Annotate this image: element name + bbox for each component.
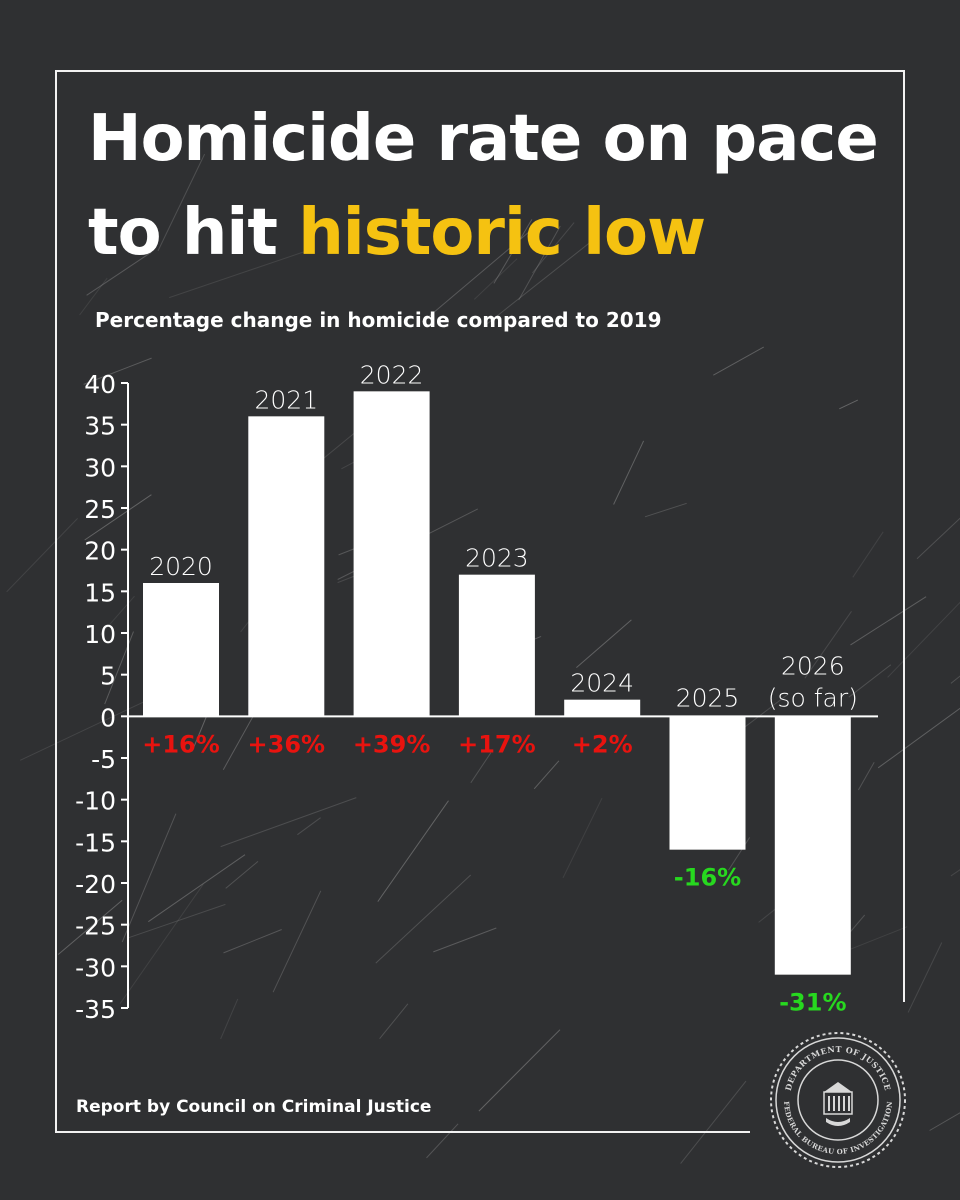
y-tick-label: 30: [84, 453, 116, 482]
y-tick-label: 35: [84, 412, 116, 441]
headline: Homicide rate on pace to hit historic lo…: [88, 92, 888, 280]
y-tick-label: -20: [75, 870, 116, 899]
category-label: 2025: [676, 683, 740, 712]
y-tick-label: 25: [84, 495, 116, 524]
category-label: 2026: [781, 651, 845, 680]
y-tick-label: 40: [84, 370, 116, 399]
y-tick-label: 20: [84, 537, 116, 566]
value-label: +36%: [248, 730, 326, 758]
bar: [353, 391, 430, 717]
chart-title: Percentage change in homicide compared t…: [95, 308, 662, 332]
fbi-seal: DEPARTMENT OF JUSTICE FEDERAL BUREAU OF …: [770, 1032, 906, 1168]
value-label: -31%: [779, 989, 846, 1017]
value-label: +39%: [353, 730, 431, 758]
y-tick-label: -30: [75, 953, 116, 982]
y-tick-label: 5: [100, 662, 116, 691]
bar: [143, 583, 219, 717]
value-label: +2%: [572, 730, 633, 758]
value-label: +17%: [458, 730, 536, 758]
category-label: (so far): [768, 683, 858, 712]
value-label: +16%: [142, 730, 220, 758]
category-label: 2020: [149, 552, 213, 581]
bar: [669, 716, 746, 850]
value-label: -16%: [674, 864, 741, 892]
bar: [458, 574, 535, 717]
bar: [774, 716, 851, 975]
y-tick-label: 10: [84, 620, 116, 649]
y-tick-label: -25: [75, 912, 116, 941]
source-credit: Report by Council on Criminal Justice: [76, 1097, 432, 1117]
category-label: 2024: [570, 669, 634, 698]
headline-highlight: historic low: [298, 196, 706, 270]
headline-line1: Homicide rate on pace: [88, 102, 879, 176]
y-tick-label: 15: [84, 578, 116, 607]
category-label: 2021: [254, 385, 318, 414]
y-tick-label: -5: [91, 745, 116, 774]
bar: [248, 416, 325, 717]
category-label: 2023: [465, 544, 529, 573]
bar: [564, 699, 641, 717]
y-tick-label: -15: [75, 828, 116, 857]
border-frame: [55, 70, 905, 1133]
category-label: 2022: [360, 360, 424, 389]
y-tick-label: -10: [75, 787, 116, 816]
y-tick-label: 0: [100, 703, 116, 732]
headline-line2-plain: to hit: [88, 196, 299, 270]
y-tick-label: -35: [75, 995, 116, 1024]
